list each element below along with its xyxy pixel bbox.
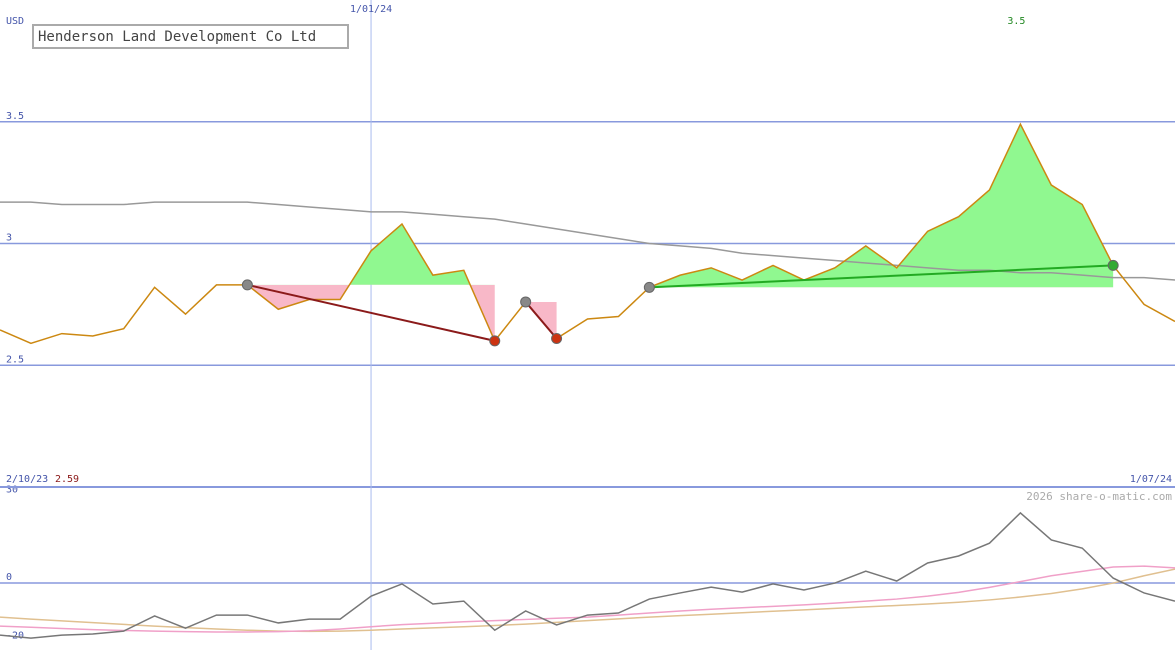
title-box xyxy=(32,24,349,49)
trend-start xyxy=(241,279,253,291)
chart-title: Henderson Land Development Co Ltd xyxy=(38,29,316,45)
max-label: 3.5 xyxy=(1007,16,1025,27)
y-tick-label: 3 xyxy=(6,233,12,244)
y-tick-label: 0 xyxy=(6,572,12,583)
watermark: 2026 share-o-matic.com xyxy=(1026,490,1172,503)
trend-end xyxy=(551,332,563,344)
trend-end xyxy=(1107,259,1119,271)
series-line xyxy=(0,568,1175,633)
x-tick-label: 1/07/24 xyxy=(1130,474,1172,485)
trend-start xyxy=(520,296,532,308)
y-tick-label: -20 xyxy=(6,630,24,641)
series-line xyxy=(0,122,1175,345)
trend-start xyxy=(643,281,655,293)
series-line xyxy=(0,201,1175,281)
series-line xyxy=(0,565,1175,633)
x-tick-label: 1/01/24 xyxy=(350,4,392,15)
x-tick-label: 2/10/23 xyxy=(6,474,48,485)
y-axis-label: USD xyxy=(6,16,24,27)
y-tick-label: 30 xyxy=(6,485,18,496)
series-line xyxy=(0,511,1175,639)
min-label: 2.59 xyxy=(55,474,79,485)
trend-line xyxy=(649,264,1114,289)
trend-line xyxy=(524,301,558,340)
trend-line xyxy=(247,283,495,342)
up-area xyxy=(247,224,495,285)
trend-end xyxy=(489,335,501,347)
y-tick-label: 2.5 xyxy=(6,354,24,365)
y-tick-label: 3.5 xyxy=(6,111,24,122)
up-area xyxy=(649,124,1114,288)
